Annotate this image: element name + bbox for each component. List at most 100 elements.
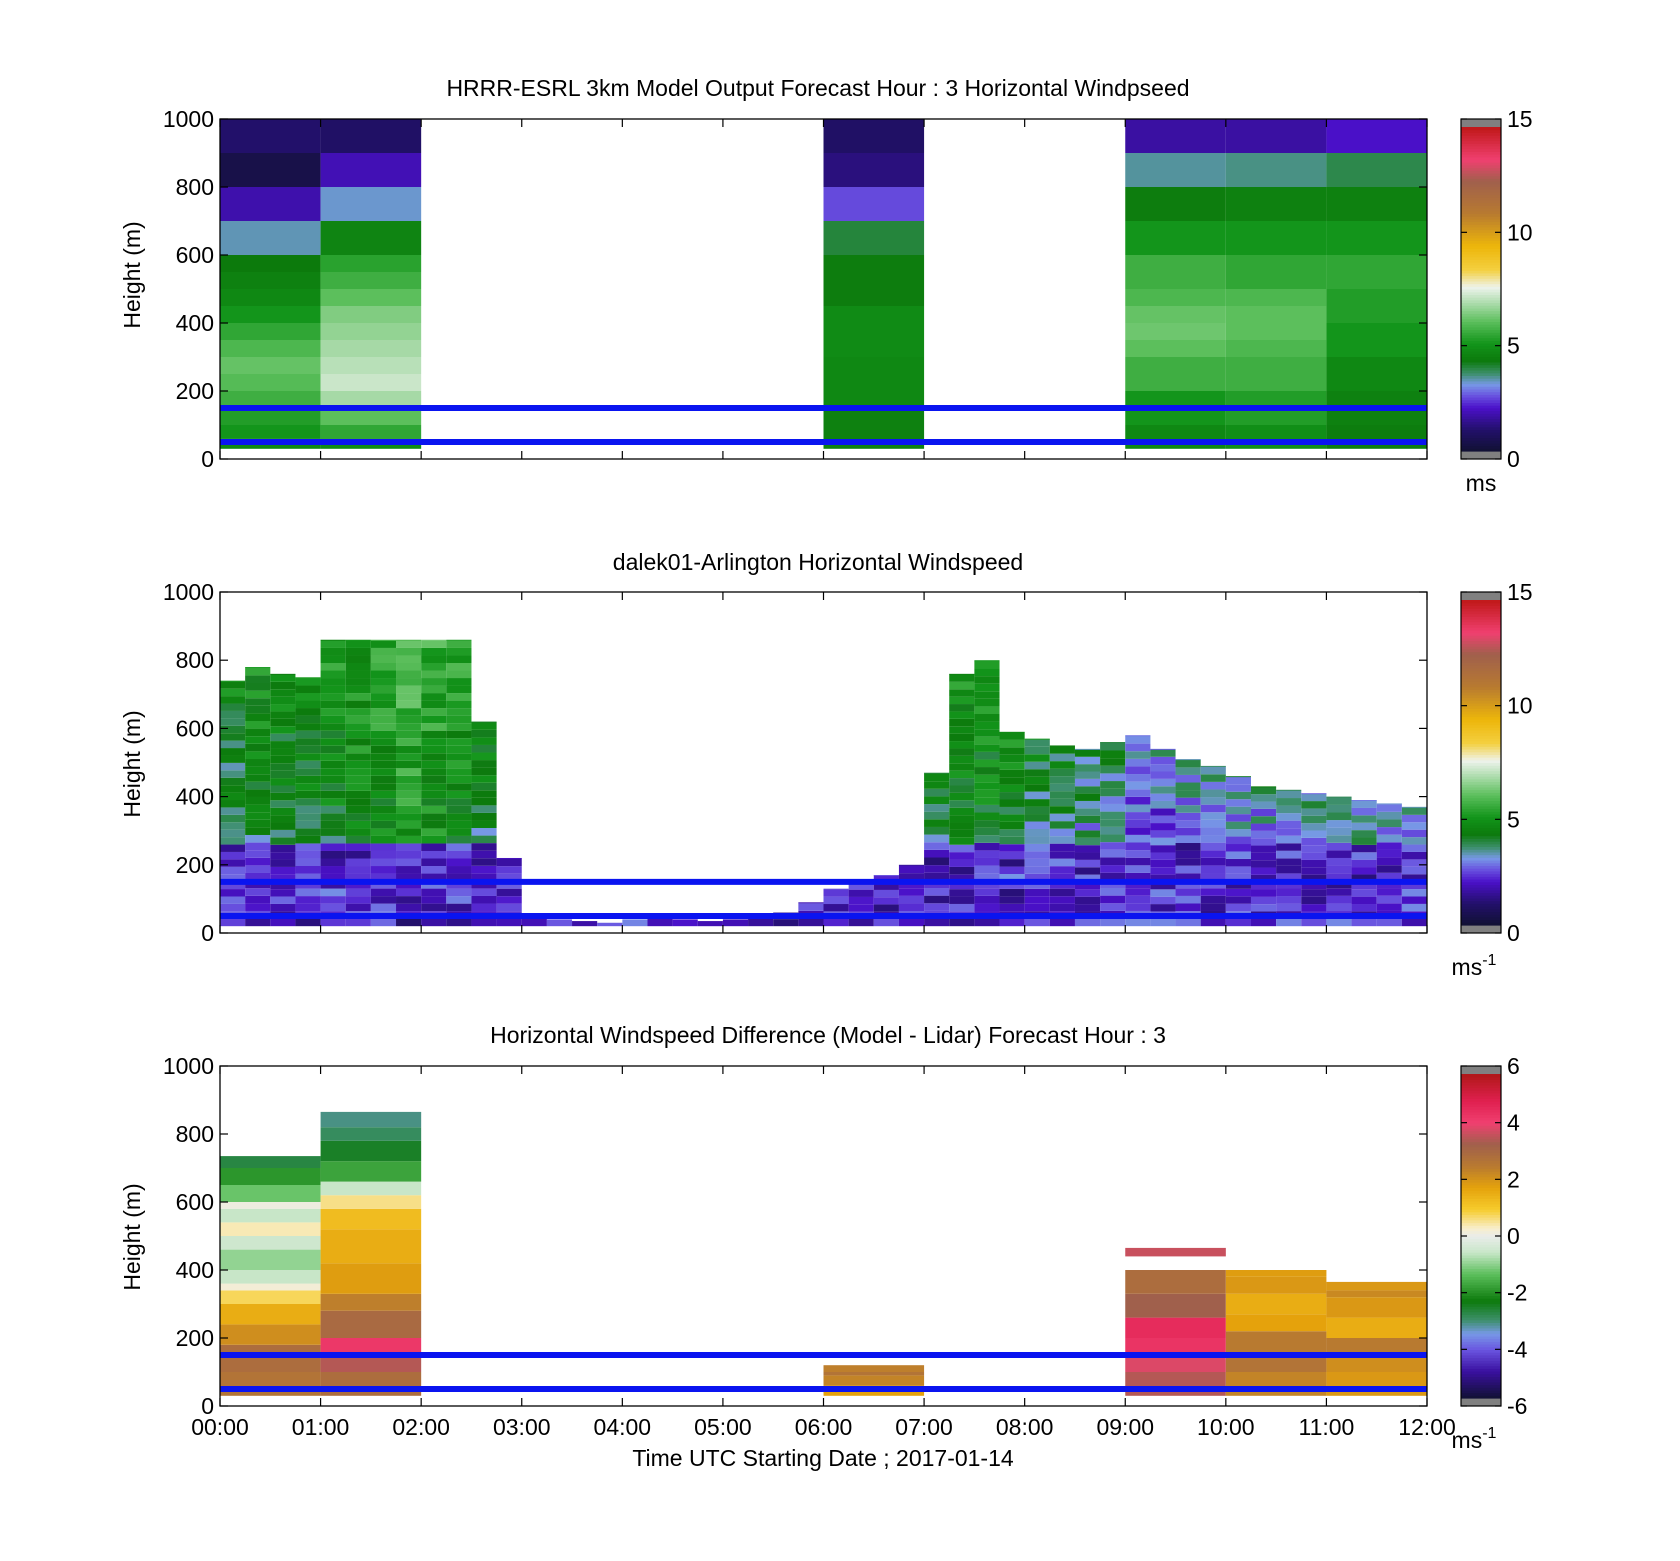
colorbar-segment [1461, 632, 1501, 636]
colorbar-segment [1461, 289, 1501, 293]
heatmap-cell [1225, 187, 1327, 221]
heatmap-cell [1125, 1338, 1226, 1355]
colorbar-segment [1461, 1389, 1501, 1394]
heatmap-cell [1301, 845, 1327, 853]
heatmap-cell [370, 805, 397, 814]
colorbar-segment [1461, 1257, 1501, 1261]
x-tick-label: 11:00 [1298, 1414, 1354, 1440]
heatmap-cell [220, 814, 246, 823]
heatmap-cell [295, 843, 321, 851]
heatmap-cell [421, 858, 447, 867]
heatmap-cell [295, 798, 321, 806]
heatmap-cell [999, 784, 1025, 793]
heatmap-cell [345, 850, 371, 859]
heatmap-cell [220, 762, 246, 771]
heatmap-cell [220, 777, 246, 786]
heatmap-cell [949, 689, 975, 697]
colorbar-segment [1461, 700, 1501, 704]
heatmap-cell [320, 1355, 422, 1372]
heatmap-cell [471, 812, 497, 821]
colorbar-segment [1461, 683, 1501, 688]
heatmap-cell [270, 844, 296, 853]
heatmap-cell [924, 834, 950, 843]
colorbar-segment [1461, 1254, 1501, 1259]
heatmap-cell [446, 745, 472, 754]
heatmap-cell [421, 655, 447, 663]
heatmap-cell [1150, 764, 1176, 772]
heatmap-cell [446, 873, 472, 882]
colorbar-segment [1461, 1128, 1501, 1132]
heatmap-cell [446, 723, 472, 731]
colorbar-segment [1461, 1125, 1501, 1129]
y-axis-label: Height (m) [119, 1183, 145, 1290]
heatmap-cell [446, 700, 472, 709]
heatmap-cell [1225, 119, 1327, 153]
colorbar-segment [1461, 1200, 1501, 1205]
heatmap-cell [345, 678, 371, 686]
heatmap-cell [1125, 289, 1226, 306]
heatmap-cell [345, 730, 371, 739]
heatmap-cell [1351, 837, 1377, 845]
heatmap-cell [245, 720, 271, 729]
heatmap-cell [1049, 806, 1075, 814]
heatmap-cell [1351, 844, 1377, 853]
colorbar-segment [1461, 372, 1501, 376]
heatmap-cell [999, 769, 1025, 778]
colorbar-segment [1461, 181, 1501, 185]
heatmap-cell [1175, 850, 1201, 859]
heatmap-cell [370, 918, 397, 927]
heatmap-cell [320, 639, 346, 641]
colorbar-segment [1461, 1152, 1501, 1156]
colorbar-segment [1461, 202, 1501, 206]
heatmap-cell [1351, 807, 1377, 816]
heatmap-cell [1225, 1293, 1327, 1315]
heatmap-cell [1276, 805, 1302, 814]
heatmap-cell [1401, 807, 1427, 815]
heatmap-cell [974, 676, 1000, 684]
heatmap-cell [220, 1270, 321, 1284]
heatmap-cell [345, 903, 371, 912]
heatmap-cell [974, 721, 1000, 730]
heatmap-cell [974, 820, 1000, 828]
colorbar-segment [1461, 1090, 1501, 1094]
colorbar-segment [1461, 1295, 1501, 1299]
heatmap-cell [1326, 1372, 1427, 1396]
colorbar-segment [1461, 846, 1501, 850]
heatmap-cell [471, 918, 497, 927]
heatmap-cell [1351, 867, 1377, 875]
heatmap-cell [1049, 828, 1075, 837]
y-tick-label: 200 [176, 1325, 214, 1351]
heatmap-cell [370, 768, 397, 776]
colorbar-cap [1461, 1066, 1501, 1074]
heatmap-cell [220, 851, 246, 860]
heatmap-cell [1100, 750, 1126, 759]
heatmap-cell [1125, 221, 1226, 255]
heatmap-cell [848, 896, 874, 905]
colorbar-segment [1461, 1217, 1501, 1221]
heatmap-cell [1125, 819, 1151, 828]
heatmap-cell [949, 748, 975, 756]
heatmap-cell [446, 783, 472, 791]
colorbar-segment [1461, 1373, 1501, 1377]
heatmap-cell [1049, 873, 1075, 882]
heatmap-cell [1175, 903, 1201, 912]
heatmap-cell [320, 323, 422, 340]
heatmap-cell [1200, 819, 1226, 828]
heatmap-cell [1376, 804, 1402, 812]
heatmap-cell [1401, 851, 1427, 860]
heatmap-cell [1276, 828, 1302, 836]
heatmap-cell [471, 828, 497, 836]
heatmap-cell [1401, 881, 1427, 890]
heatmap-cell [446, 655, 472, 663]
colorbar-segment [1461, 291, 1501, 295]
heatmap-cell [1401, 837, 1427, 845]
heatmap-cell [1049, 851, 1075, 859]
heatmap-cell [974, 729, 1000, 737]
heatmap-cell [974, 918, 1000, 927]
colorbar-segment [1461, 415, 1501, 420]
heatmap-cell [924, 857, 950, 866]
heatmap-cell [1125, 789, 1151, 797]
heatmap-cell [1024, 918, 1050, 927]
heatmap-cell [1049, 783, 1075, 792]
colorbar-segment [1461, 278, 1501, 282]
